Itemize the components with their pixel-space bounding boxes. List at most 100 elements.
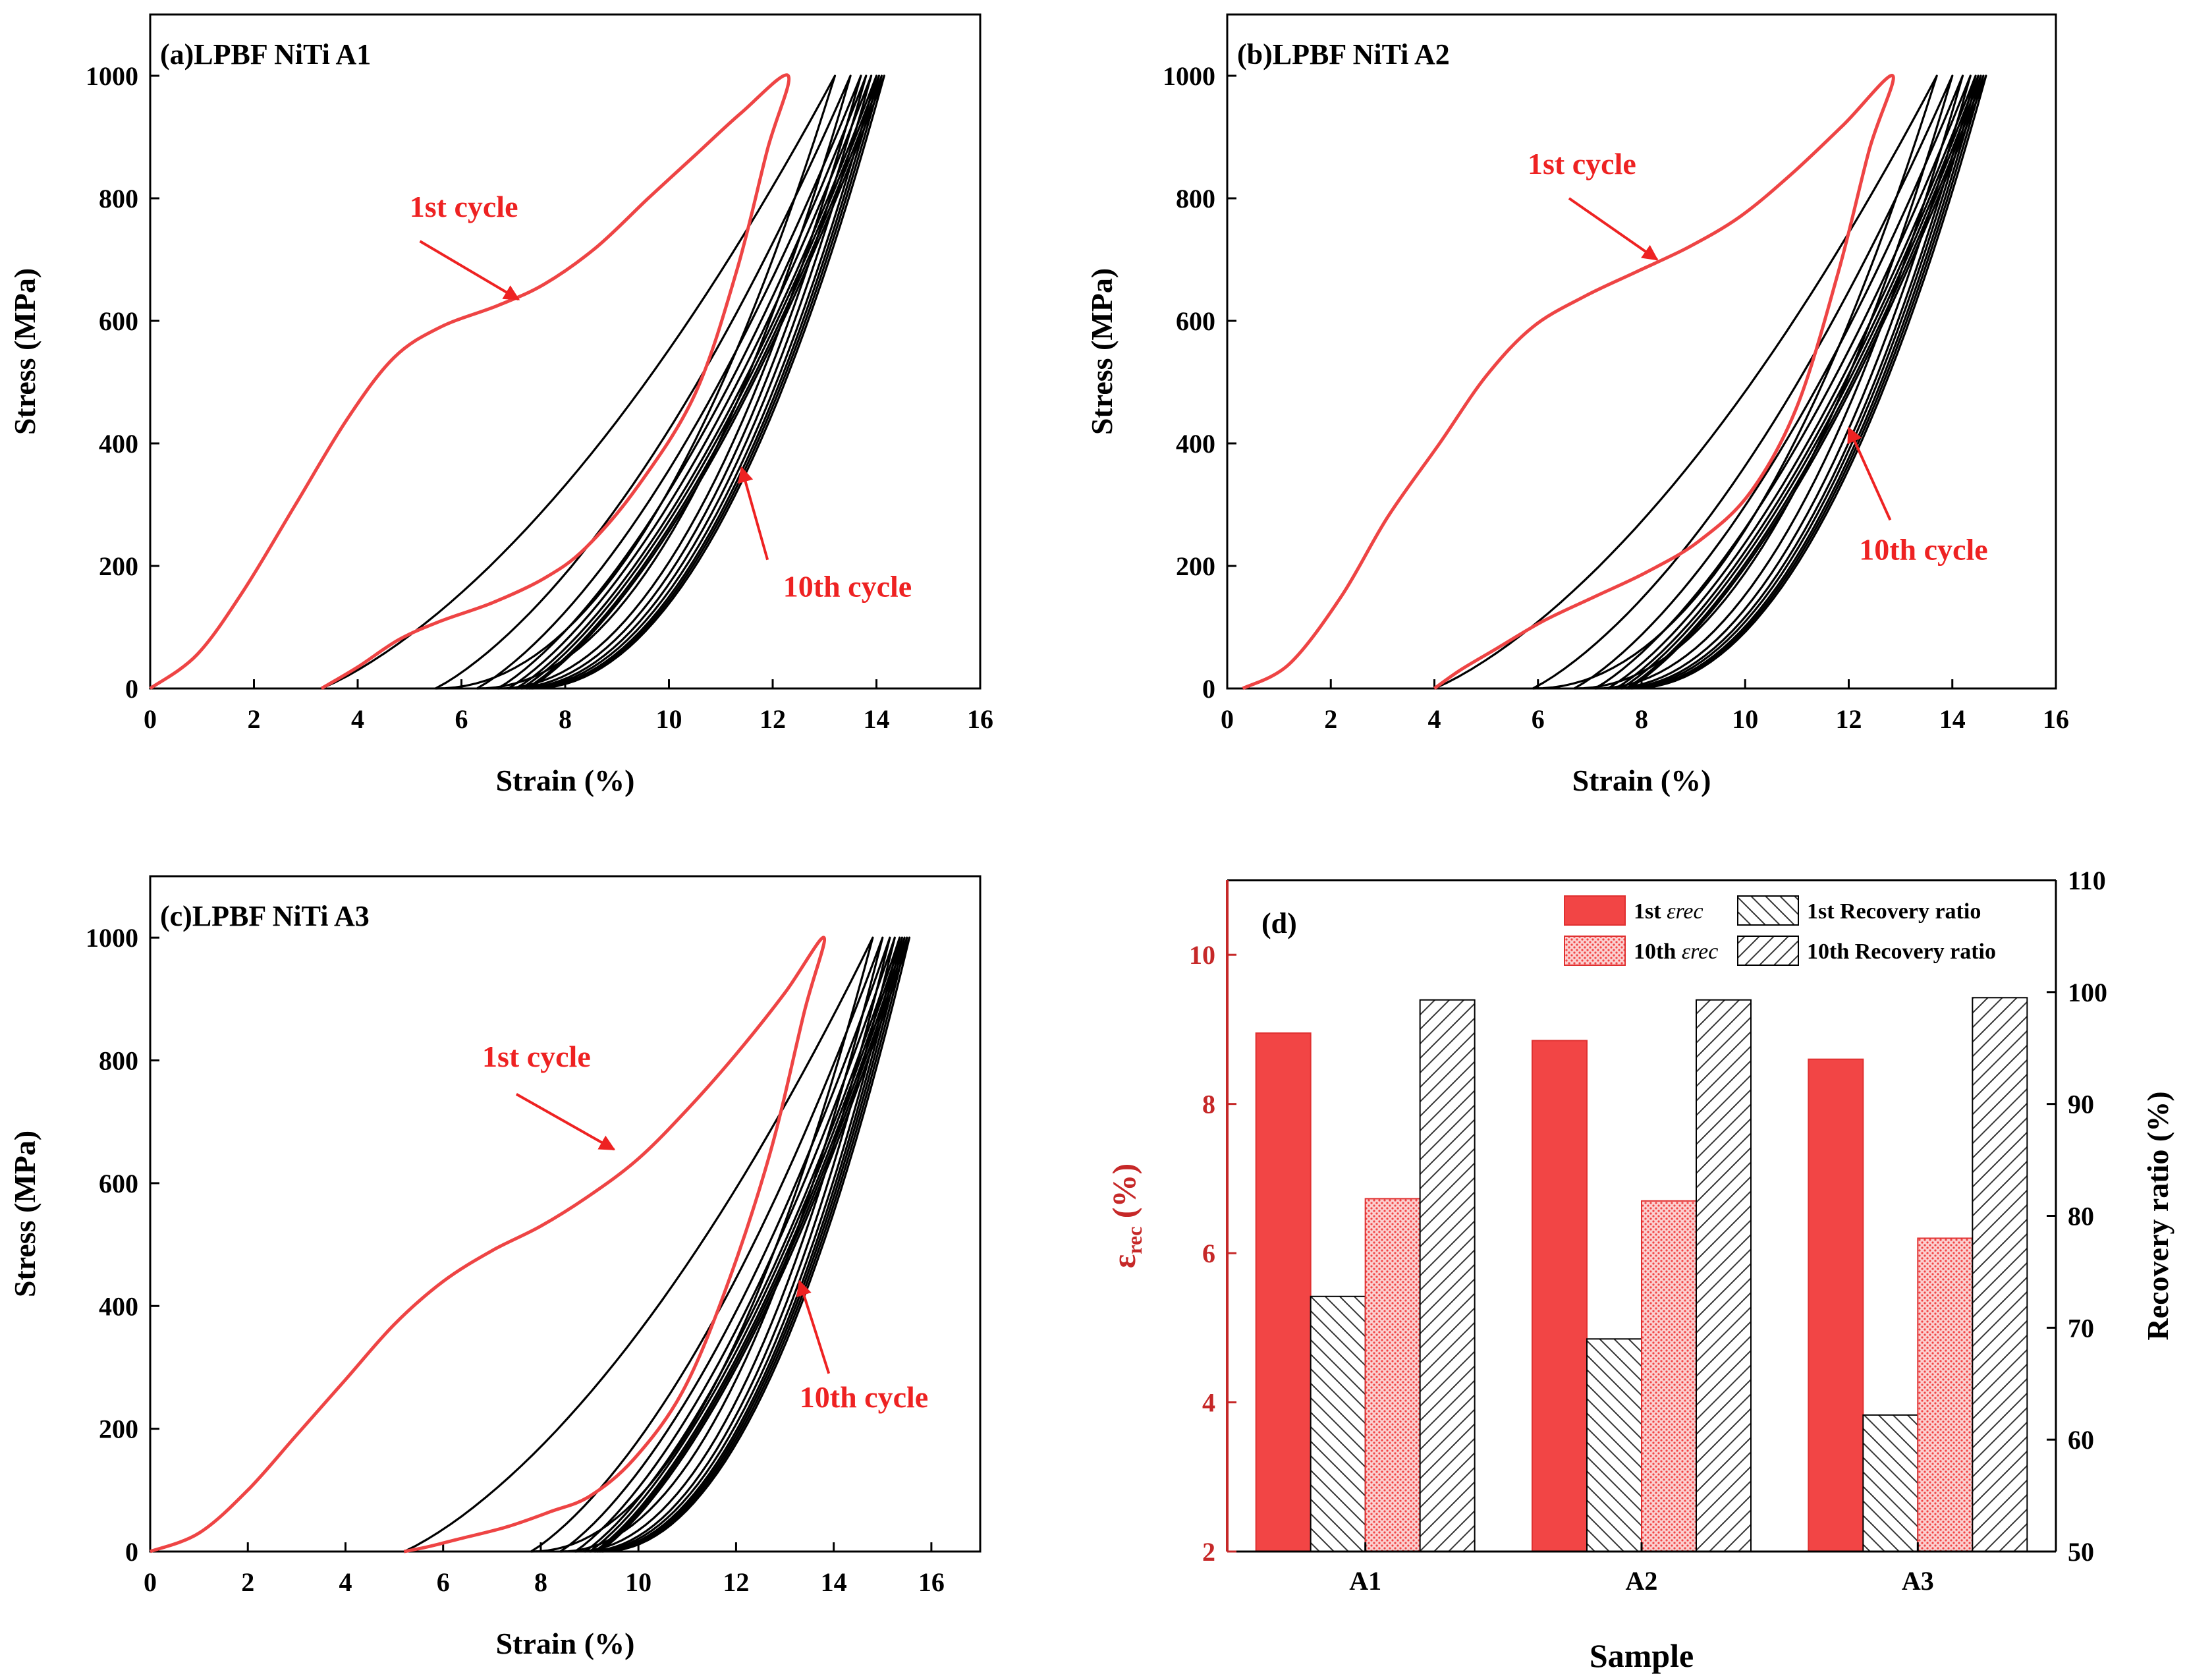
y-tick-label: 200 <box>99 1414 138 1444</box>
right-y-tick-label: 60 <box>2068 1425 2094 1455</box>
y-tick-label: 800 <box>99 184 138 213</box>
x-axis-label: Strain (%) <box>496 764 635 797</box>
left-y-tick-label: 8 <box>1202 1090 1215 1119</box>
cycle-2-curve <box>1433 74 1938 690</box>
left-y-axis-label-unit: (%) <box>1105 1163 1142 1227</box>
cycle-3-curve <box>1532 74 1954 690</box>
annotation-arrow <box>796 1279 831 1374</box>
y-tick-label: 200 <box>1176 551 1215 581</box>
bar-A2-series-2 <box>1586 1338 1642 1552</box>
y-axis-label: Stress (MPa) <box>8 1131 42 1297</box>
x-tick-label: 10 <box>625 1567 651 1597</box>
left-y-axis-label-sub: rec <box>1122 1227 1146 1254</box>
x-tick-label: 14 <box>1939 704 1966 734</box>
bar-A1-series-1 <box>1255 1032 1312 1553</box>
cycle-9-curve <box>1625 74 1985 690</box>
y-axis-label: Stress (MPa) <box>8 268 42 435</box>
annotation-label: 10th cycle <box>783 570 912 603</box>
y-tick-label: 1000 <box>86 923 138 953</box>
panel-b: 0 2 4 6 8 10 12 14 16 0 200 400 600 800 1000 Strain (%)… <box>1085 13 2069 797</box>
plot-frame <box>149 875 982 1553</box>
cycle-1-curve <box>1242 74 1895 690</box>
y-tick-label: 0 <box>125 674 138 704</box>
annotation-arrow <box>738 466 769 561</box>
annotation-label: 1st cycle <box>482 1040 591 1073</box>
x-tick-label: 4 <box>1428 704 1441 734</box>
x-tick-label: 4 <box>339 1567 352 1597</box>
bar-A1-series-2 <box>1310 1295 1366 1553</box>
annotation-arrow <box>1568 197 1659 261</box>
y-tick-label: 600 <box>1176 306 1215 336</box>
right-y-tick-label: 90 <box>2068 1090 2094 1119</box>
cycle-8-curve <box>594 936 906 1553</box>
x-tick-label: 4 <box>351 704 364 734</box>
annotation-label: 1st cycle <box>1528 147 1636 181</box>
x-tick-label: A3 <box>1902 1566 1934 1596</box>
right-y-tick-label: 100 <box>2068 978 2107 1007</box>
x-tick-label: 16 <box>918 1567 945 1597</box>
cycle-2-curve <box>403 936 874 1553</box>
panel-c: 0 2 4 6 8 10 12 14 16 0 200 400 600 800 1000 Strain (%)… <box>8 875 982 1660</box>
left-y-tick-label: 2 <box>1202 1537 1215 1567</box>
cycle-6-curve <box>584 936 901 1553</box>
cycle-6-curve <box>1607 74 1977 690</box>
annotation-label: 10th cycle <box>1859 533 1987 567</box>
y-axis-label: Stress (MPa) <box>1085 268 1119 435</box>
legend-swatch-4 <box>1737 936 1799 966</box>
x-tick-label: A2 <box>1626 1566 1658 1596</box>
panel-d: A1 A2 A3 2 4 6 8 10 50 60 70 80 90 100 110 Sample Recove… <box>1105 866 2174 1674</box>
x-axis-label: Strain (%) <box>1572 764 1711 797</box>
y-tick-label: 400 <box>99 429 138 459</box>
legend-label-3: 10th εrec <box>1634 939 1718 964</box>
x-tick-label: 2 <box>248 704 261 734</box>
legend-label-sub: εrec <box>1667 899 1703 924</box>
left-y-tick-label: 6 <box>1202 1239 1215 1268</box>
y-tick-label: 400 <box>99 1291 138 1321</box>
legend-swatch-1 <box>1564 895 1626 926</box>
cycle-5-curve <box>497 74 868 690</box>
x-tick-label: 16 <box>967 704 993 734</box>
x-tick-label: 12 <box>723 1567 749 1597</box>
y-tick-label: 800 <box>1176 184 1215 213</box>
bar-A1-series-4 <box>1419 999 1476 1552</box>
cycle-10-curve <box>1628 74 1987 690</box>
annotation-arrow <box>419 240 520 301</box>
x-tick-label: 6 <box>437 1567 450 1597</box>
x-tick-label: 10 <box>1732 704 1758 734</box>
x-tick-label: 0 <box>144 1567 157 1597</box>
x-tick-label: 8 <box>534 1567 547 1597</box>
legend-label-2: 1st Recovery ratio <box>1807 899 1981 924</box>
legend: 1st εrec 1st Recovery ratio 10th εrec 10th … <box>1564 895 1996 966</box>
legend-label-4: 10th Recovery ratio <box>1807 939 1996 964</box>
left-y-tick-label: 4 <box>1202 1388 1215 1418</box>
cycle-1-curve <box>150 936 827 1554</box>
cycle-10-curve <box>598 936 911 1553</box>
cycle-6-curve <box>507 74 873 690</box>
annotation-label: 1st cycle <box>410 190 518 223</box>
x-tick-label: 14 <box>864 704 890 734</box>
annotation-label: 10th cycle <box>800 1380 928 1414</box>
x-tick-label: 6 <box>1532 704 1545 734</box>
cycle-3-curve <box>530 936 884 1553</box>
x-tick-label: 0 <box>1221 704 1234 734</box>
right-y-tick-label: 50 <box>2068 1537 2094 1567</box>
legend-label-1: 1st εrec <box>1634 899 1703 924</box>
left-y-tick-label: 10 <box>1189 940 1215 970</box>
x-tick-label: 12 <box>760 704 786 734</box>
cycle-9-curve <box>526 74 883 690</box>
cycle-5-curve <box>1594 74 1972 690</box>
annotation-arrow <box>1847 426 1892 521</box>
right-y-tick-label: 80 <box>2068 1202 2094 1231</box>
bar-A3-series-4 <box>1972 997 2028 1552</box>
bar-A1-series-3 <box>1364 1198 1421 1552</box>
y-tick-label: 600 <box>99 1169 138 1198</box>
cycle-9-curve <box>596 936 908 1553</box>
left-y-axis-label: εrec (%) <box>1105 1163 1146 1268</box>
legend-swatch-3 <box>1564 936 1626 966</box>
x-tick-label: 2 <box>241 1567 254 1597</box>
y-tick-label: 400 <box>1176 429 1215 459</box>
x-tick-label: A1 <box>1349 1566 1381 1596</box>
cycle-1-curve <box>149 73 791 690</box>
panel-label: (c)LPBF NiTi A3 <box>160 900 370 932</box>
